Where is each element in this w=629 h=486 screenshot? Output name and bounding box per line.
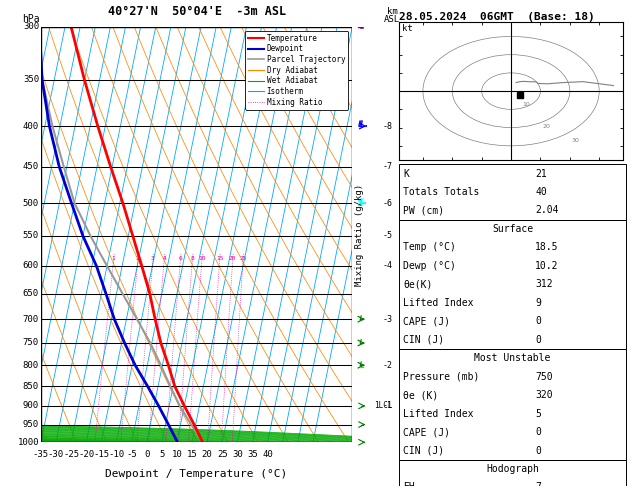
Text: 4: 4: [162, 256, 166, 261]
Text: -7: -7: [382, 162, 392, 171]
Text: Dewp (°C): Dewp (°C): [403, 261, 456, 271]
Text: 300: 300: [23, 22, 39, 31]
Text: -5: -5: [382, 231, 392, 241]
Text: 6: 6: [179, 256, 182, 261]
Text: 1000: 1000: [18, 438, 39, 447]
Text: 800: 800: [23, 361, 39, 370]
Text: 40: 40: [535, 187, 547, 197]
Text: PW (cm): PW (cm): [403, 206, 444, 215]
Text: 550: 550: [23, 231, 39, 241]
Text: EH: EH: [403, 483, 415, 486]
Text: -2: -2: [382, 361, 392, 370]
Text: km
ASL: km ASL: [384, 7, 401, 24]
Text: 7: 7: [535, 483, 541, 486]
Text: 21: 21: [535, 169, 547, 178]
Text: 650: 650: [23, 289, 39, 298]
Text: 5: 5: [159, 450, 165, 459]
Text: 10: 10: [522, 102, 530, 107]
Text: Surface: Surface: [492, 224, 533, 234]
Text: CIN (J): CIN (J): [403, 446, 444, 455]
Text: Totals Totals: Totals Totals: [403, 187, 479, 197]
Text: -4: -4: [382, 261, 392, 270]
Text: 30: 30: [572, 138, 580, 143]
Text: 350: 350: [23, 75, 39, 85]
Text: -20: -20: [78, 450, 94, 459]
Text: 8: 8: [191, 256, 194, 261]
Text: 15: 15: [187, 450, 198, 459]
Text: Dewpoint / Temperature (°C): Dewpoint / Temperature (°C): [106, 469, 287, 479]
Text: Lifted Index: Lifted Index: [403, 409, 474, 418]
Text: 15: 15: [216, 256, 223, 261]
Text: 10.2: 10.2: [535, 261, 559, 271]
Text: 10: 10: [198, 256, 206, 261]
Text: 0: 0: [144, 450, 149, 459]
Text: 850: 850: [23, 382, 39, 391]
Text: 20: 20: [542, 123, 550, 129]
Text: 25: 25: [217, 450, 228, 459]
Text: 28.05.2024  06GMT  (Base: 18): 28.05.2024 06GMT (Base: 18): [399, 12, 595, 22]
Text: 0: 0: [535, 316, 541, 326]
Text: CAPE (J): CAPE (J): [403, 316, 450, 326]
Text: 700: 700: [23, 314, 39, 324]
Text: 18.5: 18.5: [535, 243, 559, 252]
Text: 5: 5: [535, 409, 541, 418]
Text: Lifted Index: Lifted Index: [403, 298, 474, 308]
Text: 950: 950: [23, 420, 39, 429]
Text: 0: 0: [535, 446, 541, 455]
Text: CIN (J): CIN (J): [403, 335, 444, 345]
Text: K: K: [403, 169, 409, 178]
Text: 750: 750: [23, 338, 39, 347]
Text: CAPE (J): CAPE (J): [403, 427, 450, 437]
Text: 750: 750: [535, 372, 553, 382]
Text: 500: 500: [23, 199, 39, 208]
Text: -25: -25: [63, 450, 79, 459]
Text: 0: 0: [535, 335, 541, 345]
Text: Hodograph: Hodograph: [486, 464, 539, 474]
Text: 20: 20: [229, 256, 237, 261]
Text: Temp (°C): Temp (°C): [403, 243, 456, 252]
Text: 2.04: 2.04: [535, 206, 559, 215]
Text: 2: 2: [136, 256, 140, 261]
Text: 320: 320: [535, 390, 553, 400]
Text: 25: 25: [239, 256, 247, 261]
Text: Mixing Ratio (g/kg): Mixing Ratio (g/kg): [355, 183, 364, 286]
Text: 3: 3: [151, 256, 155, 261]
Text: 312: 312: [535, 279, 553, 289]
Text: 10: 10: [172, 450, 182, 459]
Text: 450: 450: [23, 162, 39, 171]
Text: 9: 9: [535, 298, 541, 308]
Text: 20: 20: [202, 450, 213, 459]
Text: -30: -30: [48, 450, 64, 459]
Text: 40°27'N  50°04'E  -3m ASL: 40°27'N 50°04'E -3m ASL: [108, 5, 286, 18]
Text: 35: 35: [247, 450, 258, 459]
Text: Most Unstable: Most Unstable: [474, 353, 551, 363]
Text: 1LCL: 1LCL: [374, 401, 392, 410]
Text: 1: 1: [111, 256, 115, 261]
Legend: Temperature, Dewpoint, Parcel Trajectory, Dry Adiabat, Wet Adiabat, Isotherm, Mi: Temperature, Dewpoint, Parcel Trajectory…: [245, 31, 348, 110]
Text: Pressure (mb): Pressure (mb): [403, 372, 479, 382]
Text: θe(K): θe(K): [403, 279, 433, 289]
Text: θe (K): θe (K): [403, 390, 438, 400]
Text: -1: -1: [382, 401, 392, 410]
Text: -15: -15: [93, 450, 109, 459]
Text: hPa: hPa: [22, 14, 40, 24]
Text: 600: 600: [23, 261, 39, 270]
Text: -6: -6: [382, 199, 392, 208]
Text: -10: -10: [108, 450, 125, 459]
Text: 40: 40: [262, 450, 273, 459]
Text: -8: -8: [382, 122, 392, 131]
Text: 30: 30: [232, 450, 243, 459]
Text: kt: kt: [403, 24, 413, 33]
Text: -35: -35: [33, 450, 49, 459]
Text: -5: -5: [126, 450, 137, 459]
Text: 400: 400: [23, 122, 39, 131]
Text: 900: 900: [23, 401, 39, 410]
Text: 0: 0: [535, 427, 541, 437]
Text: -3: -3: [382, 314, 392, 324]
